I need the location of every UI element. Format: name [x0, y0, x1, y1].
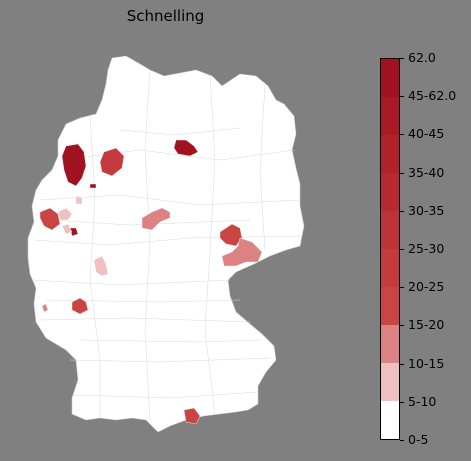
region-bonn: [61, 223, 73, 235]
legend-tick-mark: [400, 249, 404, 250]
legend-band-7: [381, 135, 399, 173]
legend-band-3: [381, 287, 399, 325]
legend-colorbar: [380, 58, 400, 440]
legend-tick-label: 45-62.0: [408, 88, 457, 104]
region-osnabrueck: [99, 147, 125, 177]
region-paderborn: [75, 195, 83, 205]
legend-band-8: [381, 97, 399, 135]
legend-tick-label: 30-35: [408, 202, 445, 218]
region-oberbayern-south: [183, 407, 201, 425]
region-small-west: [89, 183, 97, 189]
legend-tick-label: 25-30: [408, 241, 445, 256]
legend-tick-mark: [400, 96, 404, 98]
region-kassel: [141, 207, 171, 231]
germany-outline: [27, 55, 305, 433]
legend-tick-label: 62.0: [408, 50, 436, 65]
legend-tick-label: 20-25: [408, 279, 445, 295]
region-duesseldorf: [57, 207, 73, 221]
legend-tick-mark: [400, 401, 404, 403]
legend-ticks: 0-5 5-10 10-15 15-20 20-25 25-30 30-35 35-40 40-…: [400, 50, 471, 447]
legend-tick-label: 0-5: [408, 432, 429, 447]
region-saar-small: [41, 303, 49, 313]
legend-band-1: [381, 363, 399, 401]
legend-tick-mark: [400, 363, 404, 365]
germany-map: [27, 55, 305, 433]
legend-tick-mark: [400, 58, 404, 59]
region-frankfurt: [93, 255, 109, 277]
legend-tick-label: 15-20: [408, 317, 445, 333]
legend-tick-label: 5-10: [408, 393, 437, 409]
legend-band-2: [381, 325, 399, 363]
region-koeln: [69, 227, 79, 237]
map-title: Schnelling: [126, 7, 205, 25]
legend-tick-mark: [400, 172, 404, 174]
legend-tick-label: 10-15: [408, 355, 445, 371]
legend-band-5: [381, 211, 399, 249]
legend-tick-label: 35-40: [408, 164, 445, 180]
legend-tick-mark: [400, 210, 404, 212]
legend-tick-label: 40-45: [408, 126, 445, 142]
region-emsland: [61, 143, 87, 187]
legend-tick-mark: [400, 325, 404, 327]
legend-tick-mark: [400, 287, 404, 289]
legend-band-6: [381, 173, 399, 211]
district-borders: [31, 69, 301, 421]
legend-tick-mark: [400, 134, 404, 136]
region-saar: [71, 297, 89, 315]
region-dresden: [221, 237, 263, 267]
region-kleve: [39, 207, 61, 231]
region-altmark: [173, 139, 199, 157]
legend-band-4: [381, 249, 399, 287]
legend-band-0: [381, 401, 399, 439]
legend-tick-mark: [400, 440, 404, 441]
legend-band-9: [381, 59, 399, 97]
